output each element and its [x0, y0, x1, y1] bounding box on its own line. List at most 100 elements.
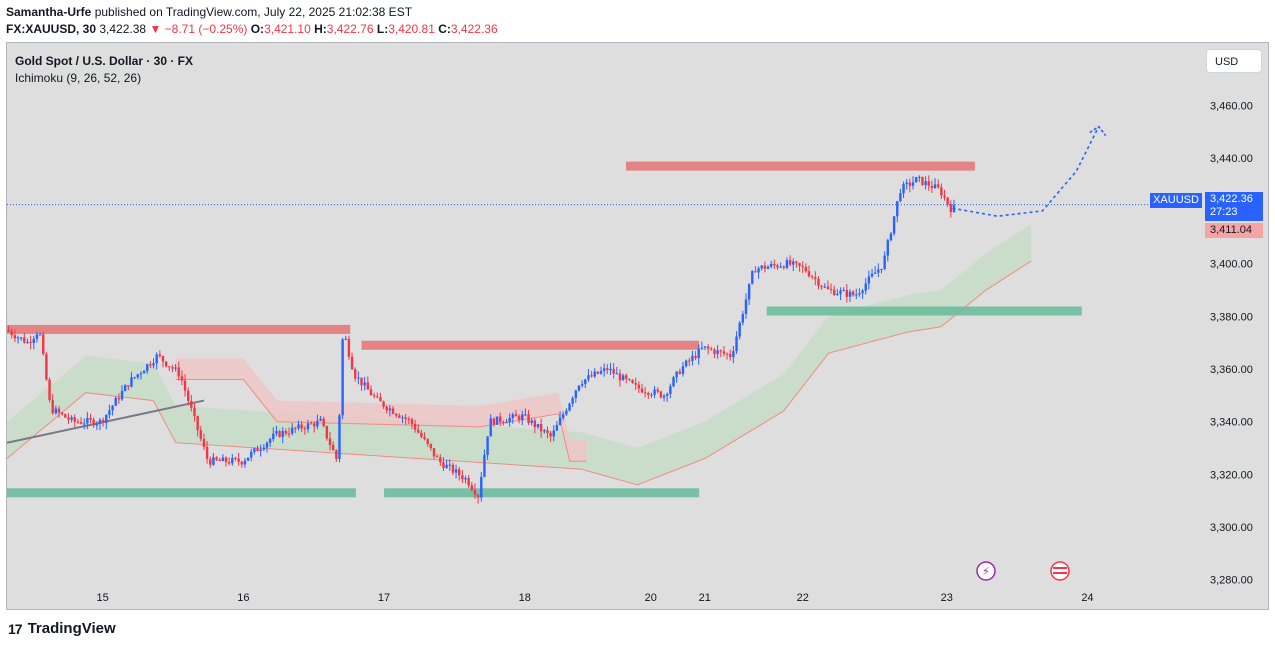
- candle-body: [442, 462, 445, 469]
- candle-body: [539, 423, 543, 432]
- candle-body: [769, 264, 773, 267]
- resistance-zone-2: [626, 161, 975, 171]
- y-tick-label: 3,280.00: [1210, 575, 1253, 587]
- candle-body: [599, 370, 603, 374]
- resistance-zone-0: [7, 324, 351, 334]
- x-tick-label: 24: [1081, 592, 1093, 604]
- candle-body: [817, 278, 820, 286]
- candle-body: [237, 458, 240, 462]
- candle-body: [183, 380, 187, 391]
- candle-body: [880, 268, 883, 270]
- candle-body: [618, 373, 622, 381]
- projection-path: [952, 126, 1100, 217]
- candle-body: [309, 423, 313, 425]
- candle-body: [360, 377, 363, 386]
- candle-body: [536, 423, 540, 428]
- x-tick-label: 18: [519, 592, 531, 604]
- tradingview-logo[interactable]: 17 TradingView: [8, 620, 116, 637]
- y-tick-label: 3,440.00: [1210, 153, 1253, 165]
- candle-body: [533, 420, 537, 428]
- candle-body: [152, 363, 155, 366]
- candle-body: [829, 288, 833, 290]
- candle-body: [580, 384, 584, 386]
- candle-body: [631, 379, 634, 383]
- candle-body: [275, 431, 278, 434]
- candle-body: [335, 450, 338, 459]
- indicator-legend[interactable]: Ichimoku (9, 26, 52, 26): [15, 71, 142, 85]
- candle-body: [514, 414, 518, 417]
- brand-name: TradingView: [27, 620, 116, 637]
- symbol-timeframe[interactable]: FX:XAUUSD, 30: [6, 22, 97, 36]
- candle-body: [864, 283, 867, 291]
- candle-body: [792, 261, 795, 265]
- candle-body: [161, 356, 165, 362]
- candle-body: [779, 266, 782, 268]
- candle-body: [338, 415, 341, 459]
- publish-line: Samantha-Urfe published on TradingView.c…: [6, 5, 412, 19]
- candle-body: [637, 384, 641, 389]
- candle-body: [716, 350, 719, 354]
- candle-body: [940, 187, 943, 196]
- candle-body: [782, 266, 786, 268]
- candle-body: [265, 442, 269, 448]
- candle-body: [382, 401, 385, 407]
- candle-body: [202, 438, 206, 447]
- candle-body: [470, 485, 474, 490]
- candle-body: [316, 420, 319, 427]
- author-name[interactable]: Samantha-Urfe: [6, 5, 92, 19]
- candle-body: [79, 422, 83, 424]
- candle-body: [896, 201, 899, 217]
- candle-body: [511, 414, 514, 418]
- candle-body: [628, 378, 631, 380]
- candle-body: [146, 364, 149, 372]
- candle-body: [177, 367, 180, 377]
- candle-body: [937, 184, 940, 188]
- candle-body: [7, 329, 10, 332]
- candle-body: [571, 398, 574, 404]
- candle-body: [98, 419, 102, 424]
- candle-body: [662, 395, 666, 398]
- y-tick-label: 3,300.00: [1210, 522, 1253, 534]
- candle-body: [303, 428, 306, 430]
- candle-body: [678, 371, 682, 374]
- candle-body: [706, 346, 710, 349]
- candle-body: [625, 375, 628, 379]
- candle-body: [13, 335, 17, 339]
- candle-body: [205, 446, 209, 459]
- candle-body: [684, 360, 688, 367]
- candle-body: [417, 429, 420, 433]
- low-value: 3,420.81: [388, 22, 435, 36]
- y-tick-label: 3,320.00: [1210, 469, 1253, 481]
- candle-body: [489, 418, 492, 437]
- candle-body: [602, 368, 606, 371]
- candle-body: [845, 290, 849, 297]
- candle-body: [527, 414, 530, 424]
- candle-body: [647, 392, 650, 395]
- candle-body: [703, 346, 707, 348]
- candle-body: [492, 418, 496, 425]
- high-label: H:: [314, 22, 327, 36]
- x-tick-label: 23: [941, 592, 953, 604]
- candle-body: [883, 255, 886, 269]
- candle-body: [448, 464, 451, 466]
- candle-body: [555, 424, 559, 431]
- candle-body: [155, 354, 158, 364]
- candle-body: [209, 458, 212, 465]
- currency-button[interactable]: USD: [1206, 49, 1262, 73]
- projection-arrowhead: [1089, 125, 1107, 137]
- candle-body: [568, 403, 571, 411]
- candle-body: [848, 291, 852, 297]
- candle-body: [823, 286, 826, 288]
- candle-body: [524, 414, 527, 416]
- candle-body: [391, 408, 395, 414]
- candle-body: [281, 430, 284, 437]
- candle-body: [221, 457, 225, 461]
- candle-body: [130, 377, 133, 387]
- candle-body: [401, 417, 404, 419]
- candle-body: [933, 184, 937, 189]
- candle-body: [243, 460, 247, 465]
- candle-body: [587, 375, 590, 380]
- candle-body: [700, 347, 704, 349]
- candle-body: [64, 414, 67, 418]
